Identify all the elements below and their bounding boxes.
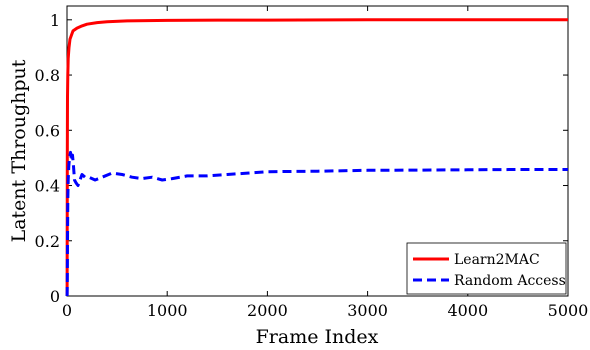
y-tick-label: 0.2 — [35, 232, 60, 251]
x-tick-label: 1000 — [147, 301, 188, 320]
series-line-learn2mac — [65, 18, 568, 297]
y-tick-label: 0.6 — [35, 121, 60, 140]
legend-label-random-access: Random Access — [454, 273, 566, 289]
x-tick-label: 4000 — [447, 301, 488, 320]
x-tick-label: 5000 — [548, 301, 589, 320]
y-axis-label: Latent Throughput — [8, 59, 30, 242]
y-tick-label: 0.4 — [35, 177, 60, 196]
legend: Learn2MAC Random Access — [406, 242, 567, 295]
x-axis-label: Frame Index — [256, 326, 379, 348]
y-tick-label: 1 — [50, 11, 60, 30]
legend-box — [406, 242, 567, 295]
x-tick-label: 3000 — [347, 301, 388, 320]
x-tick-label: 0 — [62, 301, 72, 320]
y-tick-label: 0 — [50, 287, 60, 306]
series-line-random-access — [65, 150, 568, 297]
y-tick-label: 0.8 — [35, 66, 60, 85]
x-tick-label: 2000 — [247, 301, 288, 320]
legend-label-learn2mac: Learn2MAC — [454, 252, 540, 268]
